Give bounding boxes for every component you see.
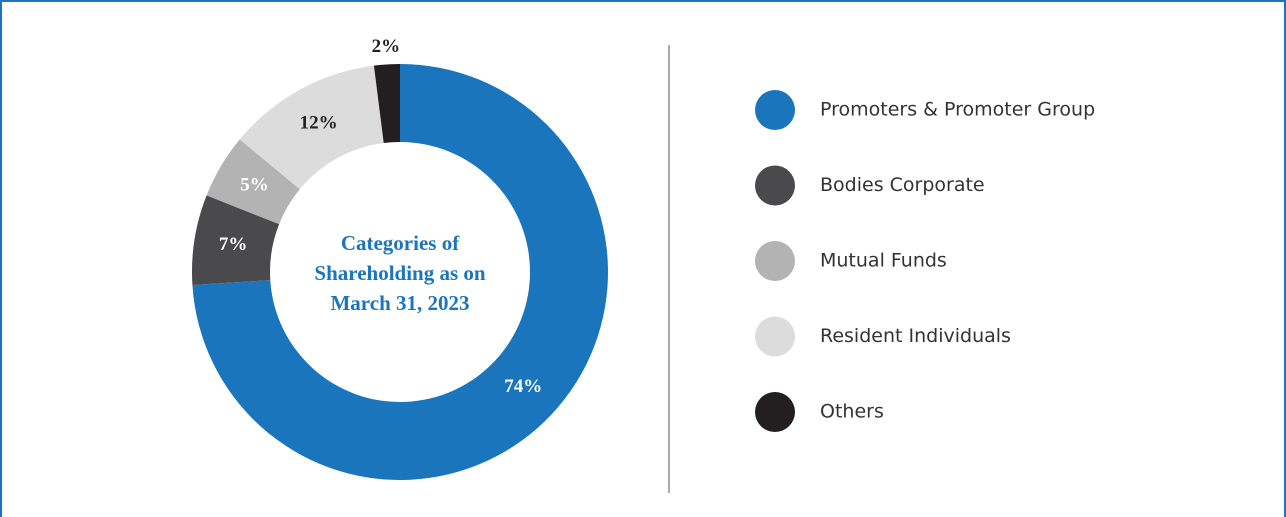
donut-slice	[192, 195, 280, 286]
value-label: 7%	[219, 234, 248, 255]
legend-swatch	[755, 90, 795, 130]
donut-slice	[206, 139, 300, 225]
legend-label: Promoters & Promoter Group	[820, 99, 1095, 121]
value-label: 5%	[240, 174, 269, 195]
donut-slice	[373, 64, 400, 144]
legend-label: Bodies Corporate	[820, 174, 985, 196]
donut-slice	[192, 64, 609, 480]
donut-slice	[239, 65, 384, 190]
legend-swatch	[755, 392, 795, 432]
legend-swatch	[755, 316, 795, 357]
value-label: 12%	[300, 112, 338, 133]
legend-label: Others	[820, 401, 884, 423]
chart-title: Categories of Shareholding as on March 3…	[314, 231, 486, 315]
value-label: 74%	[504, 376, 542, 397]
legend-label: Mutual Funds	[820, 250, 947, 272]
value-label: 2%	[372, 36, 401, 57]
legend-label: Resident Individuals	[820, 325, 1011, 347]
legend-swatch	[755, 241, 795, 281]
legend-swatch	[755, 165, 795, 206]
